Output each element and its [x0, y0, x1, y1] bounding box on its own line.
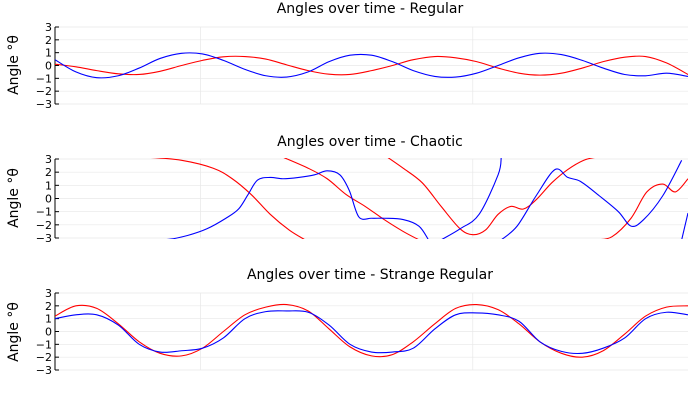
y-axis-label-chaotic: Angle °θ [6, 168, 22, 228]
series-line-blue-chaotic [166, 170, 429, 239]
series-line-blue-chaotic [501, 160, 683, 239]
y-tick-label: 3 [45, 287, 52, 300]
y-tick-label: −3 [36, 232, 52, 245]
y-tick-label: 2 [45, 166, 52, 179]
series-line-blue-chaotic [441, 158, 502, 239]
y-tick-label: 0 [45, 326, 52, 339]
y-tick-label: −2 [36, 219, 52, 232]
y-tick-label: 3 [45, 21, 52, 34]
panel-strange-regular: Angles over time - Strange Regular Angle… [6, 267, 688, 377]
series-line-red-chaotic [283, 158, 419, 239]
y-tick-label: −2 [36, 85, 52, 98]
panel-regular: Angles over time - Regular Angle °θ 3210… [6, 1, 688, 111]
y-axis-label-strange-regular: Angle °θ [6, 302, 22, 362]
y-tick-label: 1 [45, 179, 52, 192]
series-line-blue-regular [55, 52, 688, 79]
panel-chaotic: Angles over time - Chaotic Angle °θ 3210… [6, 134, 688, 245]
chart-title-regular: Angles over time - Regular [277, 1, 464, 17]
y-axis-label-regular: Angle °θ [6, 35, 22, 95]
y-tick-label: 1 [45, 313, 52, 326]
chart-title-strange-regular: Angles over time - Strange Regular [247, 267, 493, 283]
y-tick-label: 1 [45, 47, 52, 60]
y-tick-label: 2 [45, 34, 52, 47]
series-line-red-chaotic [150, 158, 305, 239]
y-tick-label: 3 [45, 153, 52, 166]
series-line-blue-chaotic [681, 212, 688, 239]
y-tick-label: −1 [36, 206, 52, 219]
y-tick-label: 0 [45, 60, 52, 73]
series-line-red-chaotic [387, 158, 595, 236]
y-tick-label: −3 [36, 98, 52, 111]
series-line-red-regular [55, 55, 688, 76]
y-tick-label: 2 [45, 300, 52, 313]
y-tick-label: −3 [36, 364, 52, 377]
chart-title-chaotic: Angles over time - Chaotic [277, 134, 463, 150]
series-line-red-chaotic [600, 178, 688, 239]
y-tick-label: 0 [45, 193, 52, 206]
y-tick-label: −2 [36, 351, 52, 364]
y-tick-label: −1 [36, 338, 52, 351]
series-line-blue-strange-regular [55, 310, 688, 355]
series-line-red-strange-regular [55, 303, 688, 358]
y-tick-label: −1 [36, 72, 52, 85]
